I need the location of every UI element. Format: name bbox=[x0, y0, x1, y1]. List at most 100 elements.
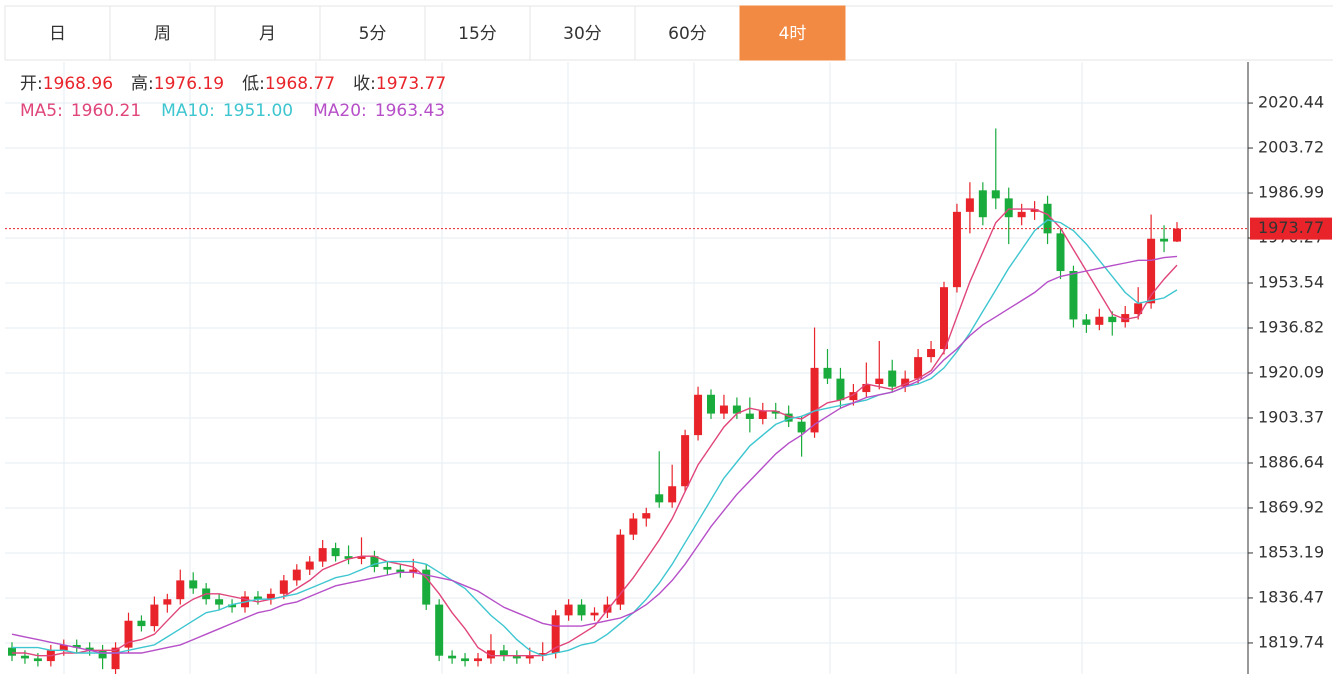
candle-body bbox=[357, 556, 366, 559]
tab[interactable] bbox=[109, 5, 216, 61]
candle-body bbox=[927, 349, 936, 358]
candle-body bbox=[862, 384, 871, 393]
tab-label[interactable]: 15分 bbox=[458, 24, 497, 44]
candle-body bbox=[409, 569, 418, 573]
candle-body bbox=[1121, 314, 1130, 323]
candle-body bbox=[124, 620, 133, 648]
y-tick-label: 1920.09 bbox=[1258, 363, 1324, 382]
candle-body bbox=[370, 556, 379, 567]
candle-body bbox=[435, 604, 444, 656]
candle-body bbox=[448, 655, 457, 659]
candle-body bbox=[72, 644, 81, 648]
y-tick-label: 2020.44 bbox=[1258, 93, 1324, 112]
tab-label[interactable]: 4时 bbox=[779, 24, 807, 44]
y-tick-label: 1869.92 bbox=[1258, 497, 1324, 516]
legend-name: MA10: bbox=[161, 101, 215, 121]
tab-label[interactable]: 60分 bbox=[668, 24, 707, 44]
candle-body bbox=[344, 556, 353, 559]
y-tick-label: 2003.72 bbox=[1258, 138, 1324, 157]
candle-body bbox=[253, 596, 262, 600]
candle-body bbox=[914, 357, 923, 379]
candle-body bbox=[512, 655, 521, 659]
quote-value: 1968.96 bbox=[43, 74, 113, 94]
candle-body bbox=[20, 655, 29, 659]
tab-bar: 日 周 月 5分 15分 30分 60分 4时 bbox=[4, 5, 1333, 61]
tab[interactable] bbox=[319, 5, 426, 61]
candle-body bbox=[629, 518, 638, 535]
candle-body bbox=[538, 653, 547, 656]
candle-body bbox=[1056, 233, 1065, 272]
candle-body bbox=[849, 392, 858, 401]
y-tick-label: 1853.19 bbox=[1258, 542, 1324, 561]
quote-label: 高: bbox=[131, 74, 154, 94]
candle-body bbox=[331, 548, 340, 557]
candle-body bbox=[461, 658, 470, 662]
candle-body bbox=[59, 644, 68, 651]
candle-body bbox=[1147, 238, 1156, 304]
candle-body bbox=[33, 658, 42, 662]
candle-body bbox=[279, 580, 288, 594]
candle-body bbox=[771, 410, 780, 414]
candle-body bbox=[732, 405, 741, 414]
tab[interactable] bbox=[529, 5, 636, 61]
candle-body bbox=[952, 211, 961, 288]
tab-label[interactable]: 周 bbox=[154, 24, 171, 44]
price-tag-label: 1973.77 bbox=[1258, 218, 1324, 237]
candle-body bbox=[1134, 303, 1143, 315]
tab-label[interactable]: 30分 bbox=[563, 24, 602, 44]
candle-body bbox=[189, 580, 198, 589]
candle-body bbox=[1082, 319, 1091, 325]
candle-body bbox=[383, 566, 392, 570]
candle-body bbox=[965, 198, 974, 212]
ma-line bbox=[12, 208, 1178, 657]
candle-body bbox=[655, 494, 664, 503]
candle-body bbox=[784, 413, 793, 422]
candle-body bbox=[745, 413, 754, 419]
quote-header: 开: 1968.96 高: 1976.19 低: 1968.77 收: 1973.77 MA5:… bbox=[20, 74, 446, 121]
tab[interactable] bbox=[214, 5, 321, 61]
tab[interactable] bbox=[4, 5, 111, 61]
candle-body bbox=[305, 561, 314, 570]
candle-body bbox=[707, 394, 715, 414]
candle-body bbox=[215, 599, 224, 605]
tab[interactable] bbox=[634, 5, 741, 61]
plot: 1973.77 bbox=[5, 128, 1332, 674]
candle-body bbox=[694, 394, 703, 436]
candle-body bbox=[616, 534, 625, 605]
candle-body bbox=[823, 367, 832, 379]
legend-value: 1960.21 bbox=[71, 101, 141, 121]
candle-body bbox=[1030, 209, 1039, 212]
y-tick-label: 1986.99 bbox=[1258, 183, 1324, 202]
candle-body bbox=[1004, 198, 1013, 218]
candle-body bbox=[176, 580, 185, 600]
candle-body bbox=[474, 658, 482, 662]
candle-body bbox=[1069, 271, 1078, 320]
candle-body bbox=[577, 604, 586, 616]
tab-label[interactable]: 日 bbox=[49, 24, 66, 44]
quote-label: 收: bbox=[353, 74, 376, 94]
candle-body bbox=[292, 569, 301, 581]
candle-body bbox=[758, 410, 767, 419]
candle-body bbox=[1160, 238, 1169, 242]
ma-line bbox=[12, 219, 1178, 657]
legend-name: MA20: bbox=[313, 101, 367, 121]
tab-label[interactable]: 5分 bbox=[359, 24, 387, 44]
candle-body bbox=[1108, 316, 1117, 323]
candle-body bbox=[1095, 316, 1104, 325]
candle-body bbox=[875, 378, 884, 385]
ma-line bbox=[11, 255, 1178, 654]
candle-body bbox=[901, 378, 910, 387]
candle-body bbox=[681, 435, 690, 487]
candle-body bbox=[150, 604, 159, 627]
tab-active[interactable] bbox=[739, 5, 846, 61]
legend-value: 1963.43 bbox=[375, 101, 445, 121]
candle-body bbox=[940, 287, 948, 350]
candle-body bbox=[564, 604, 573, 616]
candle-body bbox=[396, 569, 405, 573]
candle-body bbox=[642, 513, 651, 519]
y-tick-label: 1936.82 bbox=[1258, 317, 1324, 336]
candle-body bbox=[1017, 211, 1026, 218]
y-tick-label: 1886.64 bbox=[1258, 452, 1324, 471]
tab-label[interactable]: 月 bbox=[259, 24, 276, 44]
quote-value: 1976.19 bbox=[154, 74, 224, 94]
